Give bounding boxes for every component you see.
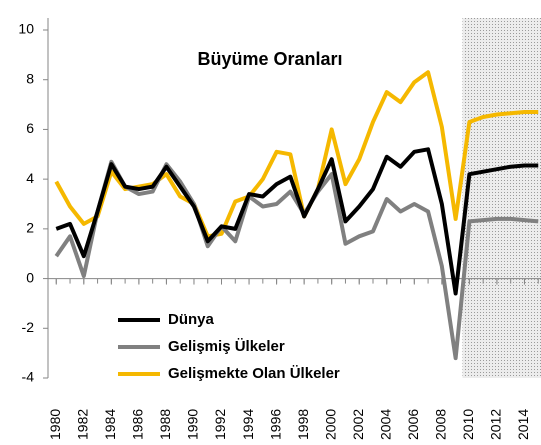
x-tick-label: 1988: [157, 409, 173, 440]
x-tick-label: 1986: [130, 409, 146, 440]
x-tick-label: 2000: [322, 409, 338, 440]
y-tick-label: 10: [18, 21, 34, 37]
chart-title: Büyüme Oranları: [197, 49, 342, 69]
x-tick-label: 2002: [350, 409, 366, 440]
x-tick-label: 2014: [515, 409, 531, 440]
x-tick-label: 2012: [488, 409, 504, 440]
legend-label: Gelişmekte Olan Ülkeler: [168, 365, 340, 382]
series-line: [54, 159, 539, 361]
y-tick-label: 4: [26, 170, 34, 186]
y-tick-label: 2: [26, 220, 34, 236]
series-line: [55, 147, 539, 296]
y-tick-label: 8: [26, 70, 34, 86]
x-tick-label: 1992: [212, 409, 228, 440]
x-tick-label: 1994: [240, 409, 256, 440]
x-tick-label: 1990: [185, 409, 201, 440]
y-tick-label: 0: [26, 269, 34, 285]
x-tick-label: 1984: [102, 409, 118, 440]
x-tick-label: 2008: [433, 409, 449, 440]
x-tick-label: 1998: [295, 409, 311, 440]
x-tick-label: 1980: [47, 409, 63, 440]
x-tick-label: 1982: [75, 409, 91, 440]
y-tick-label: -4: [22, 369, 35, 385]
y-tick-label: 6: [26, 120, 34, 136]
x-tick-label: 2006: [405, 409, 421, 440]
x-tick-label: 2010: [460, 409, 476, 440]
x-tick-label: 2004: [377, 409, 393, 440]
x-tick-label: 1996: [267, 409, 283, 440]
forecast-shade: [462, 18, 541, 378]
y-tick-label: -2: [22, 319, 35, 335]
legend-label: Gelişmiş Ülkeler: [168, 338, 285, 355]
legend-label: Dünya: [168, 311, 215, 328]
